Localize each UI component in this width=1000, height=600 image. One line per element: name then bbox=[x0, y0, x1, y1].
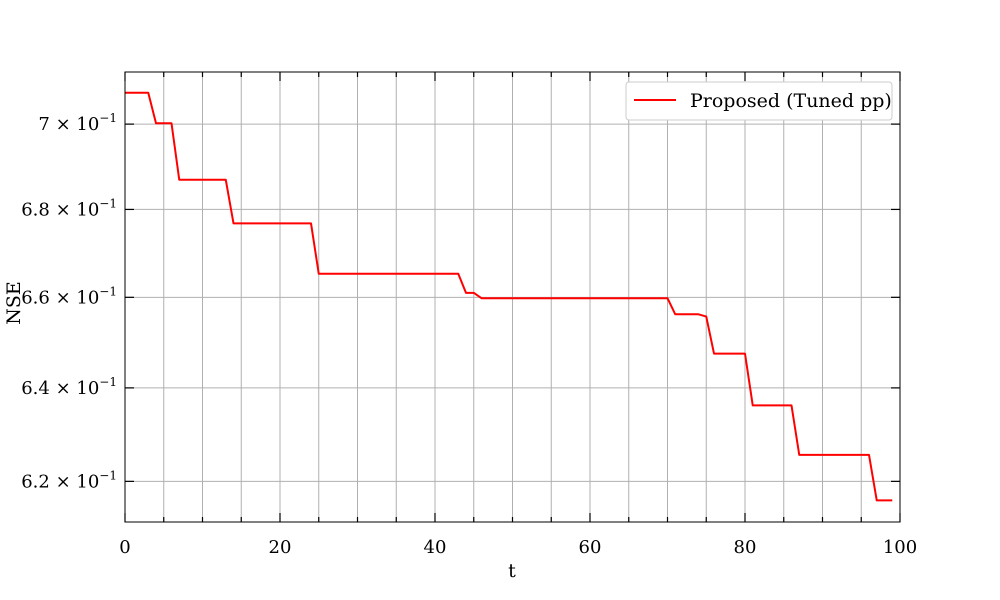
x-tick-label: 100 bbox=[883, 537, 917, 558]
y-axis-label: NSE bbox=[3, 281, 25, 325]
tick-labels: 0 20 40 60 80 100 6.2 × 10−1 6.4 × 10−1 6.6 × 10… bbox=[21, 111, 917, 558]
x-axis-label: t bbox=[508, 560, 516, 582]
x-tick-label: 60 bbox=[579, 537, 602, 558]
legend-box bbox=[625, 81, 893, 121]
x-tick-label: 20 bbox=[269, 537, 292, 558]
grid-lines bbox=[125, 72, 900, 522]
series-line bbox=[125, 91, 893, 502]
y-tick-label: 6.4 × 10−1 bbox=[21, 375, 117, 399]
legend-label: Proposed (Tuned pp) bbox=[690, 90, 892, 112]
x-tick-label: 0 bbox=[119, 537, 130, 558]
axis-ticks bbox=[124, 72, 901, 522]
x-tick-label: 80 bbox=[734, 537, 757, 558]
y-tick-label: 6.6 × 10−1 bbox=[21, 284, 117, 308]
legend: Proposed (Tuned pp) bbox=[625, 81, 893, 121]
y-tick-label: 6.2 × 10−1 bbox=[21, 468, 117, 492]
y-tick-label: 6.8 × 10−1 bbox=[21, 196, 117, 220]
y-tick-label: 7 × 10−1 bbox=[38, 111, 117, 135]
series-layer bbox=[125, 91, 893, 502]
x-tick-label: 40 bbox=[424, 537, 447, 558]
